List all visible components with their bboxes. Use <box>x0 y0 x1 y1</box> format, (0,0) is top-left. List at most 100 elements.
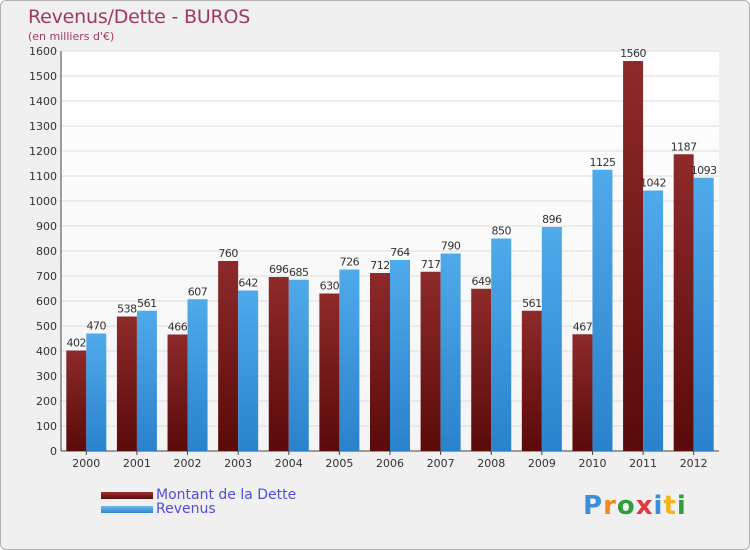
bar-revenue <box>541 227 562 451</box>
data-label-debt: 561 <box>522 297 542 310</box>
y-tick-label: 1500 <box>29 70 57 83</box>
data-label-debt: 696 <box>269 263 289 276</box>
y-tick-label: 1200 <box>29 145 57 158</box>
x-tick-label: 2004 <box>275 457 303 470</box>
y-tick-label: 500 <box>36 320 57 333</box>
data-label-revenue: 726 <box>340 256 360 269</box>
legend-item-revenue: Revenus <box>101 501 216 517</box>
logo-letter: P <box>583 491 604 521</box>
x-tick-label: 2010 <box>578 457 606 470</box>
data-label-debt: 717 <box>421 258 441 271</box>
bar-debt <box>319 293 340 451</box>
y-tick-label: 1600 <box>29 45 57 58</box>
legend-label-debt: Montant de la Dette <box>156 487 297 503</box>
legend-swatch-debt <box>101 491 153 499</box>
bar-debt <box>66 350 87 451</box>
bar-revenue <box>187 299 208 451</box>
data-label-debt: 538 <box>117 303 137 316</box>
bar-revenue <box>643 190 664 451</box>
y-tick-label: 600 <box>36 295 57 308</box>
logo-letter: r <box>603 491 617 521</box>
y-tick-label: 0 <box>50 445 57 458</box>
logo-letter: t <box>663 491 677 521</box>
logo-letter: i <box>653 491 664 521</box>
legend-label-revenue: Revenus <box>156 501 216 517</box>
bar-debt <box>370 273 390 451</box>
bar-debt <box>268 277 289 451</box>
data-label-revenue: 642 <box>238 277 258 290</box>
bar-revenue <box>592 169 613 451</box>
data-label-revenue: 790 <box>441 240 461 253</box>
x-tick-label: 2007 <box>427 457 455 470</box>
x-tick-label: 2009 <box>528 457 556 470</box>
bar-debt <box>218 261 239 451</box>
y-tick-label: 100 <box>36 420 57 433</box>
y-tick-label: 1400 <box>29 95 57 108</box>
legend-item-debt: Montant de la Dette <box>101 487 296 503</box>
bar-revenue <box>693 177 714 451</box>
data-label-revenue: 896 <box>542 213 562 226</box>
data-label-debt: 467 <box>573 320 593 333</box>
y-tick-label: 400 <box>36 345 57 358</box>
y-tick-label: 300 <box>36 370 57 383</box>
logo-letter: i <box>676 491 687 521</box>
y-tick-label: 1100 <box>29 170 57 183</box>
data-label-revenue: 607 <box>188 285 208 298</box>
data-label-revenue: 850 <box>491 225 511 238</box>
legend-swatch-revenue <box>101 505 153 513</box>
bar-revenue <box>136 310 157 451</box>
data-label-revenue: 561 <box>137 297 157 310</box>
bar-debt <box>116 316 137 451</box>
data-label-debt: 712 <box>370 259 390 272</box>
bar-revenue <box>339 269 360 451</box>
data-label-debt: 1187 <box>671 140 697 153</box>
logo-letter: o <box>616 491 636 521</box>
data-label-debt: 402 <box>67 337 87 350</box>
proxiti-logo: Proxiti <box>583 491 687 521</box>
data-label-debt: 466 <box>168 321 188 334</box>
data-label-revenue: 470 <box>87 320 107 333</box>
logo-letter: x <box>635 491 654 521</box>
data-label-revenue: 1042 <box>640 177 666 190</box>
bar-debt <box>521 310 542 451</box>
x-tick-label: 2005 <box>325 457 353 470</box>
x-tick-label: 2002 <box>174 457 202 470</box>
data-label-revenue: 764 <box>390 246 410 259</box>
x-tick-label: 2008 <box>477 457 505 470</box>
y-tick-label: 900 <box>36 220 57 233</box>
y-tick-label: 700 <box>36 270 57 283</box>
bar-revenue <box>491 238 512 451</box>
data-label-debt: 649 <box>471 275 491 288</box>
x-tick-label: 2011 <box>629 457 657 470</box>
x-tick-label: 2006 <box>376 457 404 470</box>
data-label-revenue: 685 <box>289 266 309 279</box>
bar-debt <box>673 154 694 451</box>
y-tick-label: 200 <box>36 395 57 408</box>
bar-debt <box>420 271 441 451</box>
x-tick-label: 2012 <box>680 457 708 470</box>
y-tick-label: 1000 <box>29 195 57 208</box>
y-tick-label: 800 <box>36 245 57 258</box>
chart-title: Revenus/Dette - BUROS <box>28 6 251 28</box>
x-tick-label: 2000 <box>72 457 100 470</box>
data-label-debt: 630 <box>320 280 340 293</box>
data-label-revenue: 1125 <box>589 156 615 169</box>
x-tick-label: 2001 <box>123 457 151 470</box>
bar-revenue <box>86 333 107 451</box>
bar-debt <box>167 334 188 451</box>
data-label-debt: 1560 <box>620 47 646 60</box>
bar-revenue <box>238 290 259 451</box>
bar-debt <box>471 288 492 451</box>
bar-debt <box>572 334 593 451</box>
data-label-revenue: 1093 <box>691 164 717 177</box>
bar-revenue <box>390 260 410 451</box>
data-label-debt: 760 <box>218 247 238 260</box>
chart-subtitle: (en milliers d'€) <box>28 30 115 43</box>
bar-revenue <box>288 279 309 451</box>
bar-revenue <box>440 253 461 451</box>
x-tick-label: 2003 <box>224 457 252 470</box>
bar-debt <box>623 61 644 451</box>
y-tick-label: 1300 <box>29 120 57 133</box>
